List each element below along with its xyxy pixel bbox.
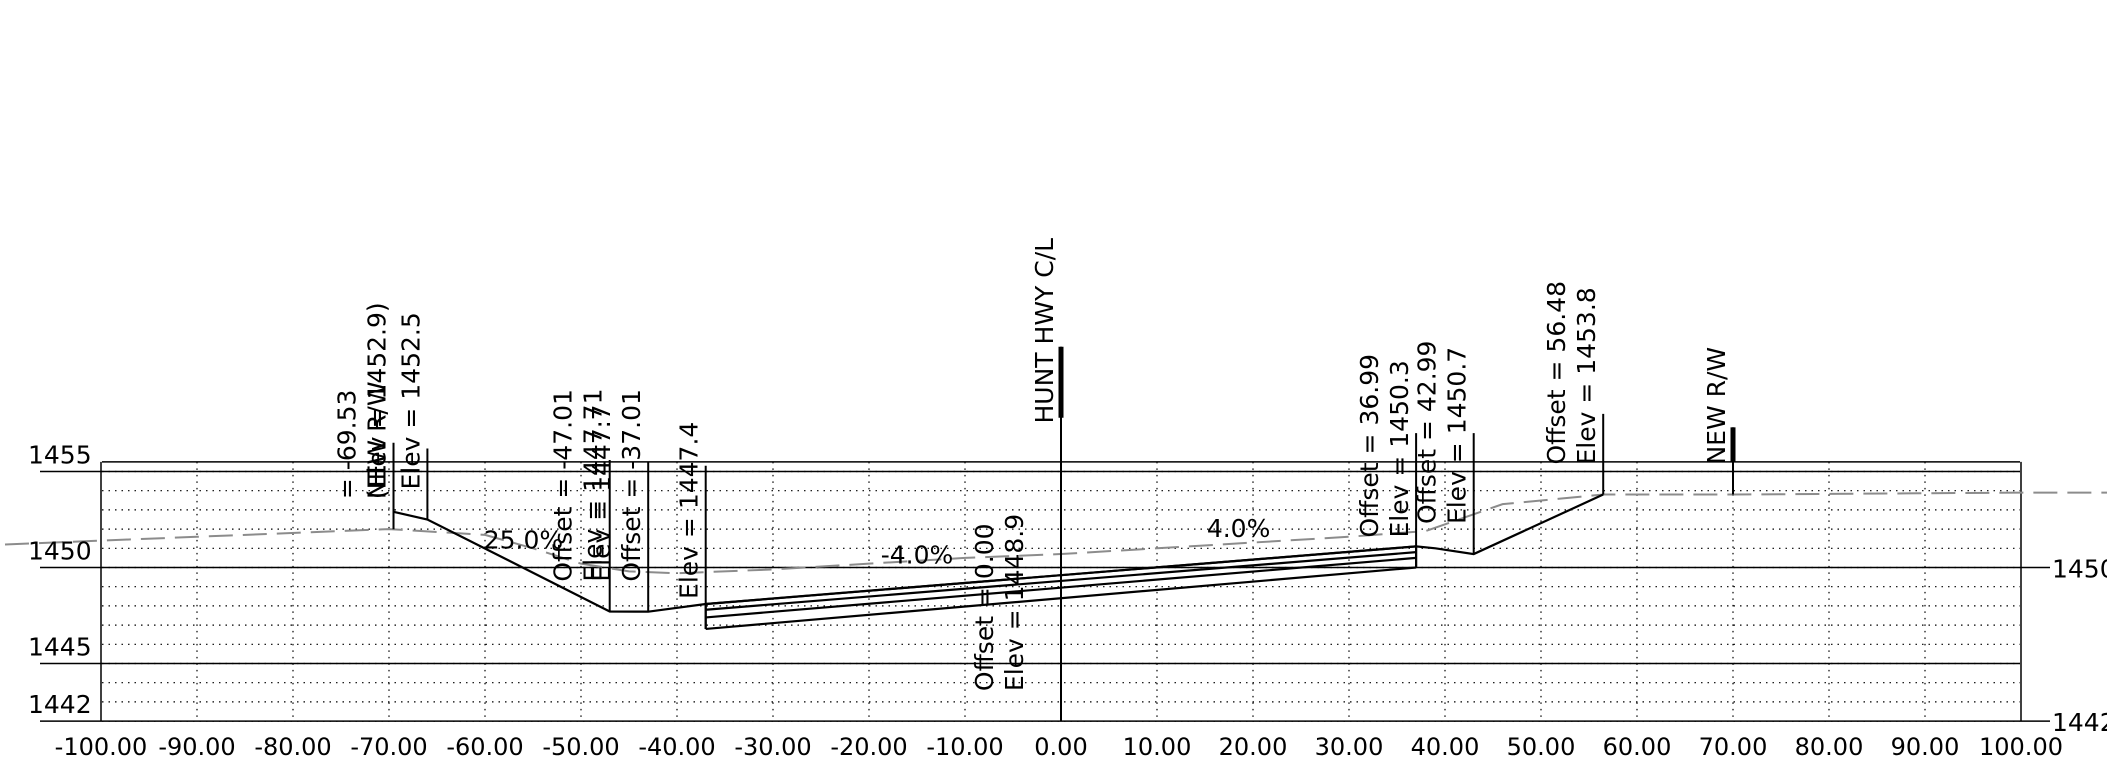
- x-tick-label: 60.00: [1603, 733, 1672, 761]
- callout-layer: NEW R/W= -69.53 (Elev = 1452.9) Elev = 145…: [333, 238, 1736, 722]
- elevation-label-left: 1450: [28, 537, 92, 566]
- callout-label: Offset = 42.99: [1413, 341, 1442, 525]
- existing-ground-line: [4, 491, 2107, 575]
- callout-label: (Elev = 1452.9): [363, 302, 392, 499]
- slope-label: 4.0%: [1207, 514, 1271, 543]
- x-tick-label: -10.00: [926, 733, 1003, 761]
- x-tick-label: -50.00: [542, 733, 619, 761]
- x-tick-label: 30.00: [1315, 733, 1384, 761]
- elevation-label-left: 1455: [28, 441, 92, 470]
- x-tick-label: -70.00: [350, 733, 427, 761]
- callout-label: Offset = 36.99: [1355, 354, 1384, 538]
- x-tick-label: -40.00: [638, 733, 715, 761]
- callout-label: Elev = 1447.71: [579, 389, 608, 582]
- existing-ground-layer: [4, 491, 2107, 575]
- callout-label: = -69.53: [333, 390, 362, 500]
- x-tick-label: 50.00: [1507, 733, 1576, 761]
- x-tick-label: 10.00: [1123, 733, 1192, 761]
- callout-label: Elev = 1450.7: [1443, 347, 1472, 524]
- x-tick-label: 0.00: [1034, 733, 1087, 761]
- callout-label: Offset = 0.00: [970, 523, 999, 691]
- slope-label: -4.0%: [881, 541, 954, 570]
- callout-label: Elev = 1450.3: [1385, 360, 1414, 537]
- x-tick-label: 20.00: [1219, 733, 1288, 761]
- x-tick-label: -20.00: [830, 733, 907, 761]
- x-tick-label: -90.00: [158, 733, 235, 761]
- x-tick-label: -30.00: [734, 733, 811, 761]
- x-tick-label: 100.00: [1979, 733, 2063, 761]
- x-tick-label: 80.00: [1795, 733, 1864, 761]
- callout-label: Offset = -37.01: [617, 389, 646, 582]
- elevation-label-right: 1450: [2052, 555, 2107, 584]
- callout-label: NEW R/W: [1702, 347, 1731, 465]
- callout-label: Elev = 1447.7: [587, 404, 616, 581]
- callout-label: Elev = 1447.4: [675, 422, 704, 599]
- elevation-label-right: 1442: [2052, 708, 2107, 737]
- x-tick-label: 70.00: [1699, 733, 1768, 761]
- callout-label: Offset = -47.01: [549, 389, 578, 582]
- callout-label: HUNT HWY C/L: [1030, 238, 1059, 424]
- x-tick-label: -60.00: [446, 733, 523, 761]
- callout-label: Offset = 56.48: [1542, 281, 1571, 465]
- callout-label: Elev = 1452.5: [396, 312, 425, 489]
- x-tick-label: 40.00: [1411, 733, 1480, 761]
- grid: [40, 461, 2050, 722]
- callout-label: Elev = 1453.8: [1572, 287, 1601, 464]
- callout-label: Elev = 1448.9: [1000, 514, 1029, 691]
- x-tick-label: 90.00: [1891, 733, 1960, 761]
- callout-label: NEW R/W: [363, 381, 392, 499]
- slope-label: 25.0%: [484, 525, 563, 554]
- elevation-label-left: 1445: [28, 633, 92, 662]
- elevation-label-left: 1442: [28, 690, 92, 719]
- x-tick-label: -100.00: [55, 733, 148, 761]
- x-tick-label: -80.00: [254, 733, 331, 761]
- axis-labels: -100.00 -90.00 -80.00 -70.00 -60.00 -50.00 -40…: [28, 441, 2107, 762]
